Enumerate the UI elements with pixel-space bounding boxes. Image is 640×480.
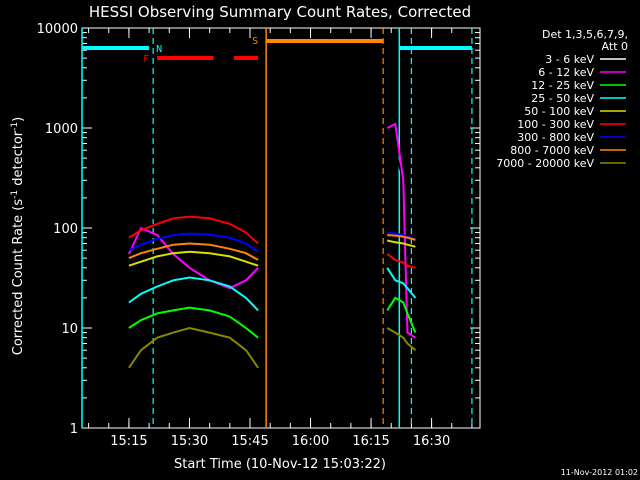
x-tick-label: 15:15 <box>110 434 147 449</box>
series-line <box>128 232 259 253</box>
series-line <box>127 226 259 290</box>
y-tick-label: 10000 <box>37 22 78 37</box>
series-line <box>387 234 416 241</box>
series-line <box>128 242 259 261</box>
chart-title: HESSI Observing Summary Count Rates, Cor… <box>89 3 471 21</box>
y-tick-label: 1000 <box>45 122 78 137</box>
x-tick-label: 15:30 <box>171 434 208 449</box>
y-tick-label: 100 <box>53 222 78 237</box>
series-line <box>128 250 259 267</box>
series-line <box>386 327 417 351</box>
x-tick-label: 16:30 <box>413 434 450 449</box>
series-line <box>386 296 417 333</box>
saa-flag-label: S <box>252 36 258 47</box>
series-line <box>386 267 417 299</box>
legend-entry-label: 12 - 25 keV <box>531 79 594 92</box>
series-line <box>127 208 259 269</box>
footer-date: 11-Nov-2012 01:02 <box>561 468 638 477</box>
y-tick-label: 10 <box>61 322 78 337</box>
x-tick-label: 16:15 <box>352 434 389 449</box>
legend-header: Att 0 <box>602 40 628 53</box>
legend-entry-label: 300 - 800 keV <box>517 131 594 144</box>
series-line <box>128 306 259 339</box>
legend-entry-label: 100 - 300 keV <box>517 118 594 131</box>
legend-entry-label: 3 - 6 keV <box>545 53 594 66</box>
legend-entry-label: 800 - 7000 keV <box>510 144 594 157</box>
y-tick-label: 1 <box>70 422 78 437</box>
legend-header: Det 1,3,5,6,7,9, <box>542 28 628 41</box>
series-line <box>386 239 416 248</box>
flare-flag-label: F <box>143 54 149 65</box>
x-tick-label: 16:00 <box>292 434 329 449</box>
series-line <box>128 215 259 245</box>
plot-area: 1 10 100 1000 10000 15:15 15:30 15:45 16:00 16:15… <box>37 22 481 449</box>
legend-entry-label: 7000 - 20000 keV <box>496 157 594 170</box>
x-axis-label: Start Time (10-Nov-12 15:03:22) <box>174 457 386 472</box>
series-line <box>128 276 259 312</box>
series-line <box>386 122 416 339</box>
legend-entry-label: 25 - 50 keV <box>531 92 594 105</box>
night-flag-label: N <box>156 44 162 55</box>
legend-entry-label: 50 - 100 keV <box>524 105 594 118</box>
series-line <box>128 326 259 369</box>
y-axis-label: Corrected Count Rate (s-1 detector-1) <box>10 117 26 355</box>
series-line <box>387 231 416 240</box>
x-tick-label: 15:45 <box>231 434 268 449</box>
legend-entry-label: 6 - 12 keV <box>538 66 594 79</box>
series-line <box>386 253 416 269</box>
